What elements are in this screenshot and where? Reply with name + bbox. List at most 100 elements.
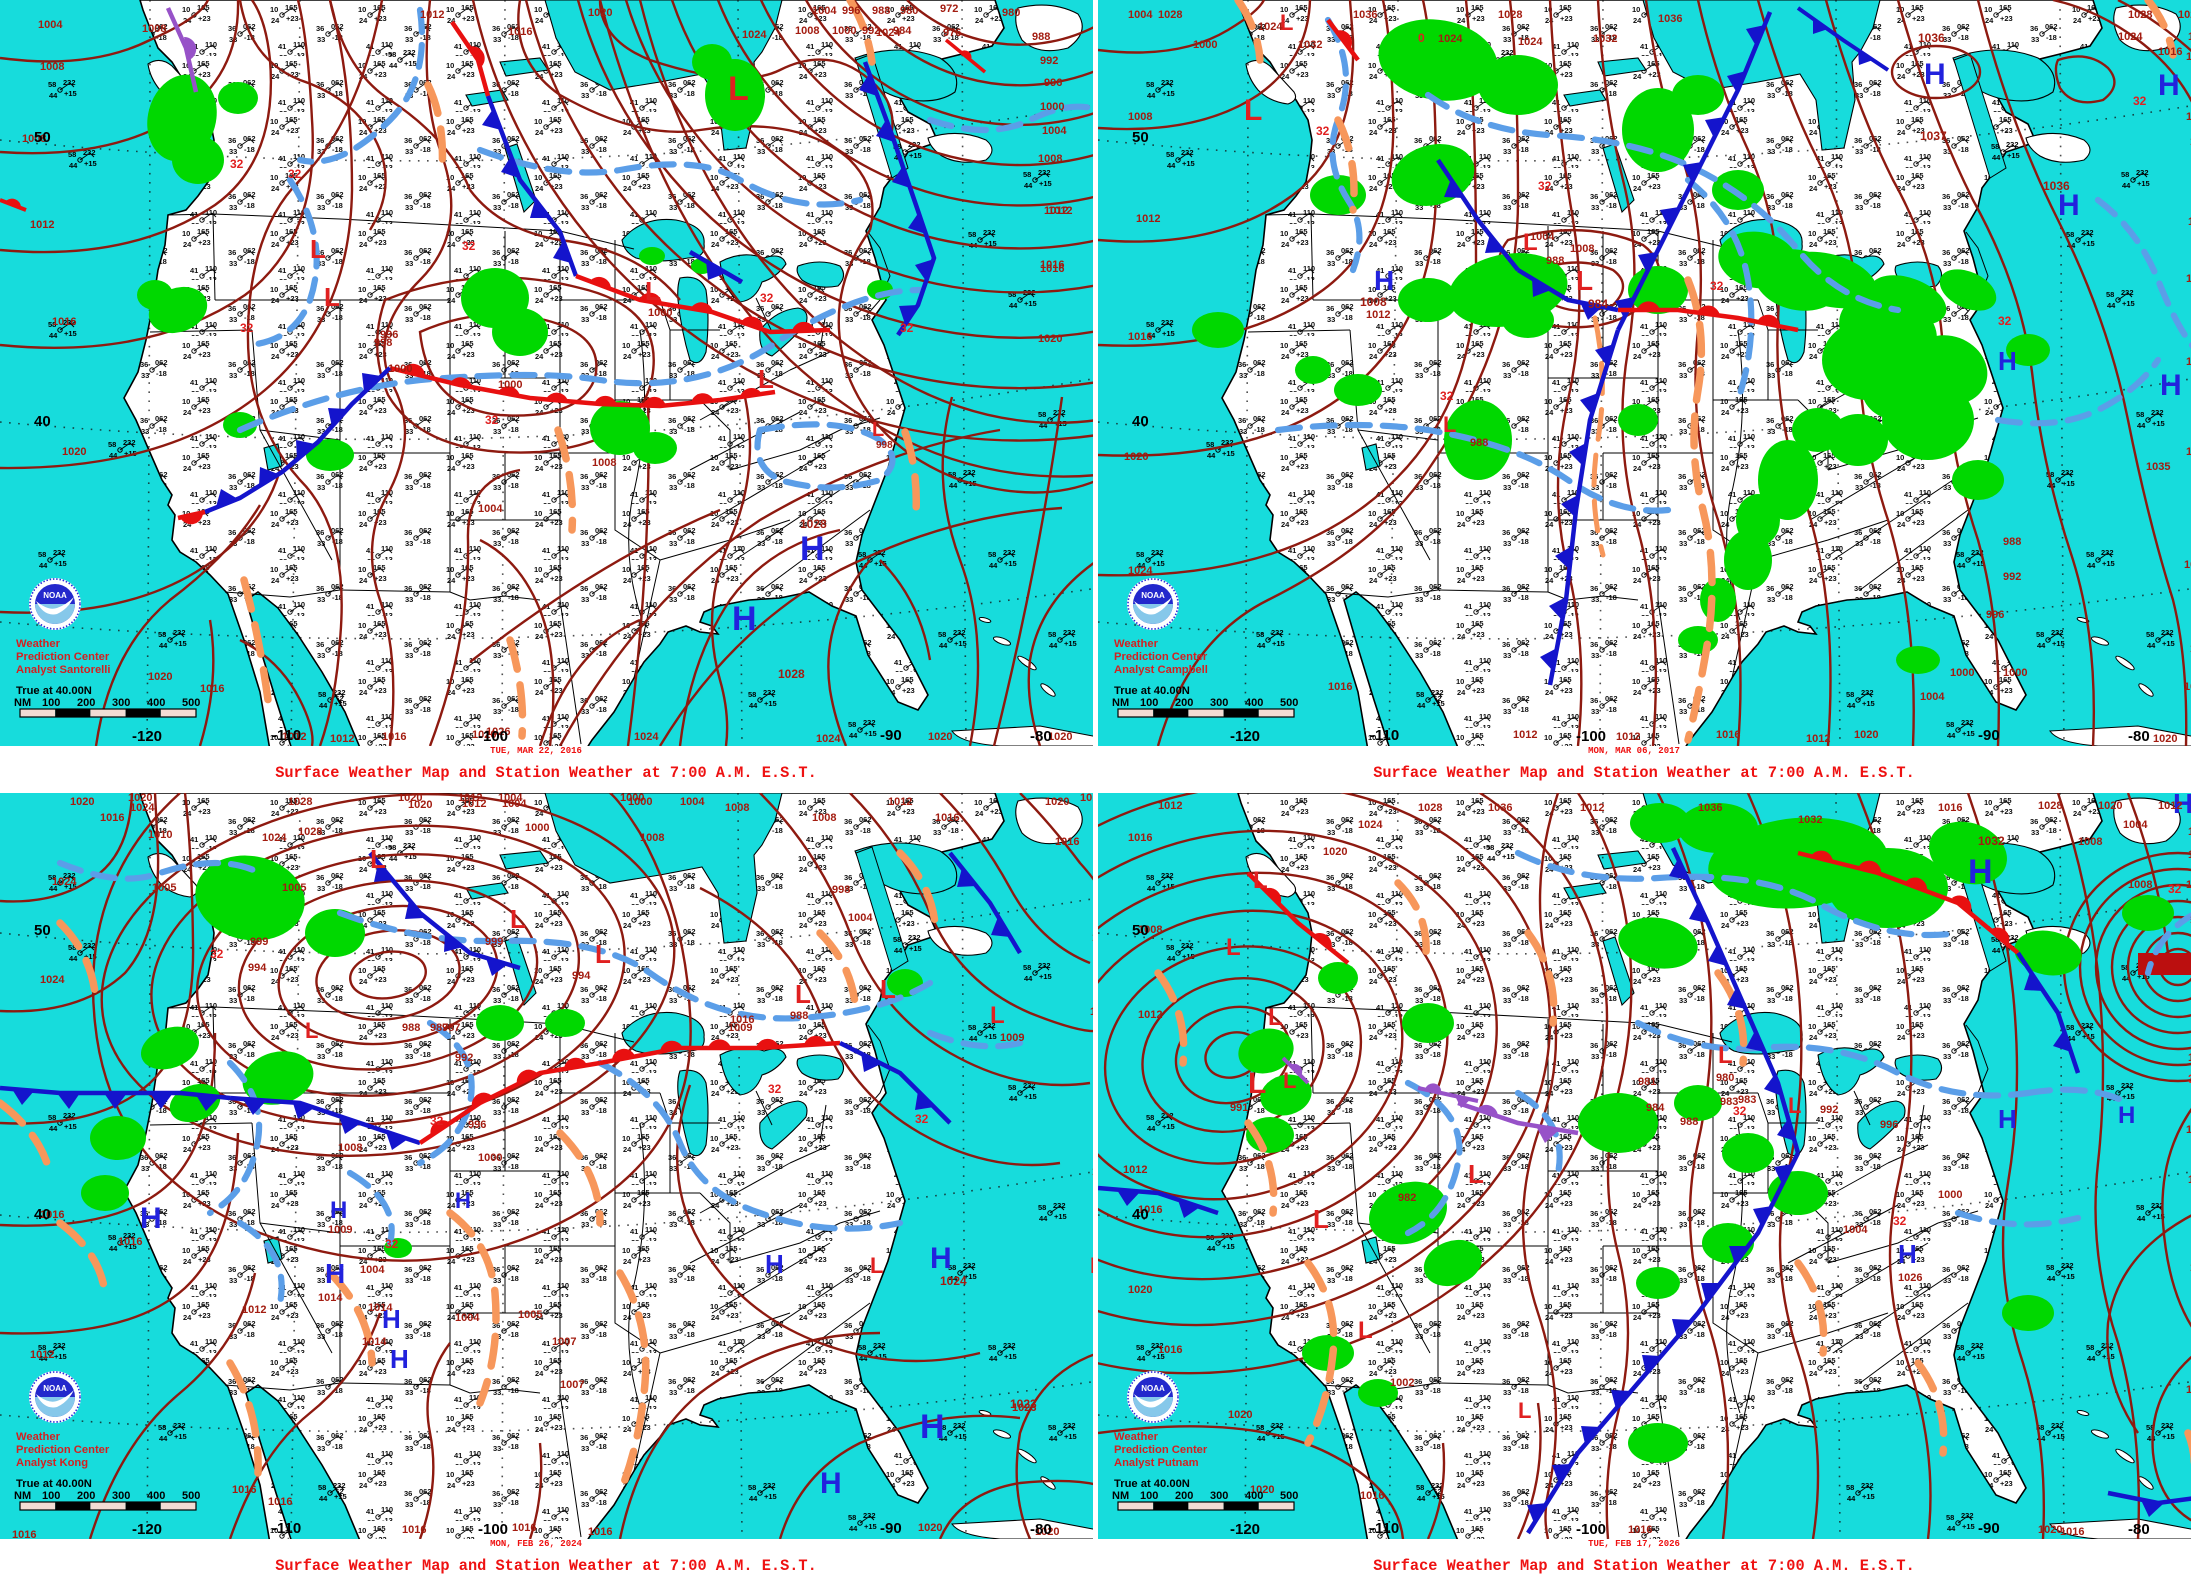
svg-text:1005: 1005 [152, 882, 176, 894]
svg-text:L: L [1313, 1204, 1329, 1234]
svg-text:1028: 1028 [778, 667, 805, 681]
svg-text:1008: 1008 [2078, 836, 2102, 848]
svg-text:NM: NM [1112, 697, 1129, 709]
svg-text:Analyst Kong: Analyst Kong [16, 1457, 88, 1469]
svg-text:True at 40.00N: True at 40.00N [16, 685, 92, 697]
svg-text:1004: 1004 [1843, 1224, 1868, 1236]
svg-text:1020: 1020 [1048, 731, 1072, 743]
svg-text:1020: 1020 [62, 446, 86, 458]
svg-text:1004: 1004 [680, 796, 705, 808]
svg-text:NOAA: NOAA [1141, 1384, 1165, 1393]
svg-text:1028: 1028 [1158, 9, 1182, 21]
svg-text:1012: 1012 [1123, 1164, 1147, 1176]
svg-text:50: 50 [1132, 922, 1149, 939]
svg-text:500: 500 [182, 1490, 200, 1502]
svg-text:1004: 1004 [478, 503, 503, 515]
svg-text:1020: 1020 [1035, 1526, 1059, 1538]
svg-text:1012: 1012 [1513, 729, 1537, 741]
svg-text:L: L [1244, 94, 1262, 127]
svg-text:400: 400 [147, 1490, 165, 1502]
svg-text:Surface Weather Map and Statio: Surface Weather Map and Station Weather … [275, 1557, 817, 1575]
svg-text:1024: 1024 [2118, 31, 2143, 43]
svg-text:1016: 1016 [1628, 1524, 1652, 1536]
svg-text:998: 998 [832, 884, 850, 896]
svg-text:988: 988 [1470, 437, 1488, 449]
svg-text:H: H [800, 530, 825, 568]
svg-text:988: 988 [1546, 255, 1564, 267]
svg-text:NOAA: NOAA [43, 591, 67, 600]
svg-text:Surface Weather Map and Statio: Surface Weather Map and Station Weather … [1373, 764, 1915, 782]
svg-text:H: H [2158, 69, 2180, 102]
svg-text:1016: 1016 [1040, 263, 1064, 275]
svg-text:32: 32 [768, 1082, 782, 1096]
svg-text:1008: 1008 [1570, 243, 1594, 255]
svg-text:1012: 1012 [1616, 731, 1640, 743]
svg-text:400: 400 [1245, 697, 1263, 709]
svg-text:1023: 1023 [1010, 1397, 1037, 1411]
svg-text:40: 40 [34, 1206, 51, 1223]
svg-text:L: L [1443, 412, 1456, 437]
svg-text:1000: 1000 [388, 363, 412, 375]
svg-text:500: 500 [1280, 1490, 1298, 1502]
svg-text:-80: -80 [2128, 728, 2150, 745]
svg-text:32: 32 [900, 321, 914, 335]
svg-text:1012: 1012 [420, 9, 444, 21]
svg-text:1000: 1000 [628, 796, 652, 808]
svg-text:-100: -100 [478, 728, 508, 745]
svg-text:32: 32 [1316, 124, 1330, 138]
svg-text:L: L [1718, 1042, 1733, 1069]
svg-text:972: 972 [940, 3, 958, 15]
svg-text:H: H [765, 1249, 784, 1279]
svg-text:L: L [324, 282, 340, 312]
svg-text:1024: 1024 [876, 27, 901, 39]
svg-text:400: 400 [147, 697, 165, 709]
svg-text:1028: 1028 [2038, 800, 2062, 812]
svg-text:L: L [1788, 1093, 1801, 1118]
svg-text:L: L [1253, 867, 1268, 894]
svg-text:NOAA: NOAA [43, 1384, 67, 1393]
svg-text:1028: 1028 [2128, 9, 2152, 21]
svg-text:1014: 1014 [368, 1302, 393, 1314]
svg-text:-120: -120 [1230, 728, 1260, 745]
svg-text:1012: 1012 [282, 731, 306, 743]
svg-text:50: 50 [34, 922, 51, 939]
svg-text:100: 100 [1140, 697, 1158, 709]
svg-text:1020: 1020 [408, 799, 432, 811]
svg-text:L: L [1248, 1067, 1266, 1100]
svg-text:40: 40 [1132, 1206, 1149, 1223]
svg-text:32: 32 [1893, 1214, 1907, 1228]
svg-text:1012: 1012 [1158, 800, 1182, 812]
svg-text:1032: 1032 [1978, 834, 2005, 848]
svg-text:Surface Weather Map and Statio: Surface Weather Map and Station Weather … [275, 764, 817, 782]
svg-text:1016: 1016 [1040, 259, 1064, 271]
svg-text:1020: 1020 [1228, 1409, 1252, 1421]
svg-text:999: 999 [485, 936, 503, 948]
svg-text:1024: 1024 [1438, 33, 1463, 45]
svg-text:1016: 1016 [268, 1496, 292, 1508]
svg-text:1016: 1016 [402, 1524, 426, 1536]
svg-text:1016: 1016 [730, 1014, 754, 1026]
svg-text:32: 32 [2133, 94, 2147, 108]
svg-text:1020: 1020 [2098, 800, 2122, 812]
svg-text:998: 998 [876, 440, 893, 451]
svg-text:32: 32 [1733, 1104, 1747, 1118]
svg-text:1016: 1016 [382, 731, 406, 743]
svg-text:1000: 1000 [2003, 667, 2027, 679]
svg-text:1012: 1012 [1044, 205, 1068, 217]
svg-text:50: 50 [34, 129, 51, 146]
svg-text:L: L [1576, 265, 1593, 296]
svg-text:32: 32 [1440, 389, 1454, 403]
svg-text:994: 994 [248, 962, 267, 974]
svg-text:1020: 1020 [128, 792, 152, 804]
svg-text:1000: 1000 [1938, 1189, 1962, 1201]
svg-text:1004: 1004 [1920, 691, 1945, 703]
svg-text:-110: -110 [272, 1520, 301, 1537]
svg-text:-80: -80 [2128, 1521, 2150, 1538]
svg-text:True at 40.00N: True at 40.00N [1114, 685, 1190, 697]
svg-text:1024: 1024 [1128, 565, 1153, 577]
svg-text:1032: 1032 [1593, 33, 1617, 45]
svg-text:1020: 1020 [1045, 796, 1069, 808]
svg-text:-120: -120 [132, 1521, 162, 1538]
svg-text:1020: 1020 [918, 1522, 942, 1534]
svg-text:L: L [795, 979, 811, 1009]
